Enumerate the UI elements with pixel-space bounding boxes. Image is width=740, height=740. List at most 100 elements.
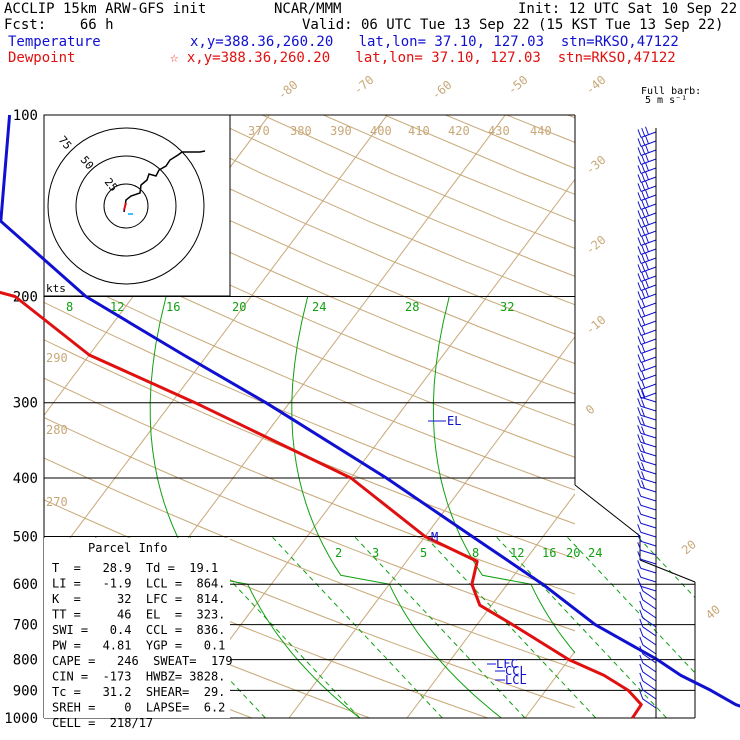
dry-adiabat (44, 160, 575, 395)
mixing-ratio-label: 16 (542, 546, 556, 560)
dewpoint-trace (0, 290, 643, 719)
wind-barb (637, 497, 657, 511)
wind-barb (639, 618, 657, 637)
mixing-ratio-dashed (424, 536, 597, 718)
wind-barb (637, 316, 657, 327)
lcl-marker: LCL (505, 673, 527, 687)
wind-barb (637, 407, 657, 421)
wind-barb (637, 434, 657, 448)
wind-barb (637, 252, 657, 264)
hodograph-units: kts (46, 282, 66, 295)
dry-adiabat (44, 586, 370, 718)
wind-barb (637, 162, 657, 174)
wind-barb (639, 654, 657, 673)
wind-barb (637, 470, 657, 484)
theta-label: 430 (488, 124, 510, 138)
mixing-ratio-label: 8 (66, 300, 73, 314)
isotherm-label: -80 (275, 78, 301, 103)
theta-label: 370 (248, 124, 270, 138)
mixing-ratio-dashed (353, 536, 526, 718)
pressure-label: 400 (13, 471, 38, 487)
isotherm-label: -20 (583, 233, 609, 258)
isotherm-label: -50 (505, 73, 531, 98)
moist-adiabat (291, 296, 502, 718)
mixing-ratio-label: 5 (420, 546, 427, 560)
mixing-ratio-label: 3 (372, 546, 379, 560)
pressure-label: 1000 (4, 711, 38, 727)
isotherm (170, 178, 575, 718)
wind-barb (637, 352, 657, 363)
isotherm-label: 0 (583, 402, 598, 417)
lfc-marker: LFC (496, 657, 518, 671)
mixing-ratio-label: 16 (166, 300, 180, 314)
theta-label: 390 (330, 124, 352, 138)
wind-barb (637, 542, 657, 556)
wind-barb (637, 515, 657, 529)
isotherm (524, 650, 575, 718)
mixing-ratio-label: 8 (472, 546, 479, 560)
theta-label: 290 (46, 351, 68, 365)
pressure-label: 600 (13, 577, 38, 593)
dry-adiabat (44, 229, 575, 458)
wind-barb (639, 681, 657, 700)
dewpoint-location: ☆ x,y=388.36,260.20 lat,lon= 37.10, 127.… (170, 50, 676, 66)
dry-adiabat (44, 301, 575, 525)
wind-barb (637, 533, 657, 547)
wind-barb (637, 135, 657, 147)
mixing-ratio-label: 20 (566, 546, 580, 560)
pressure-label: 300 (13, 396, 38, 412)
wind-barb (637, 325, 657, 336)
parcel-row: SWI = 0.4 CCL = 836. (52, 623, 225, 637)
wind-barb (637, 279, 657, 291)
model-title: ACCLIP 15km ARW-GFS init (4, 1, 207, 17)
wind-barb (637, 261, 657, 273)
dry-adiabat (44, 127, 575, 365)
parcel-row: CIN = -173 HWBZ= 3828. (52, 670, 225, 684)
parcel-info: Parcel Info T = 28.9 Td = 19.1 LI = -1.9 … (44, 538, 233, 730)
isotherm-label: 40 (703, 602, 723, 622)
wind-barb (639, 600, 657, 619)
wind-barb (639, 672, 657, 691)
isotherm-label: -70 (351, 73, 377, 98)
barb-legend-line2: 5 m s⁻¹ (645, 95, 688, 106)
wind-barb (637, 452, 657, 466)
isotherm-label: 20 (679, 537, 699, 557)
isotherm-label: -60 (429, 78, 455, 103)
barb-legend-line1: Full barb: (641, 86, 702, 97)
parcel-info-title: Parcel Info (88, 541, 167, 555)
dry-adiabat (323, 115, 575, 223)
temperature-legend: Temperature (8, 34, 101, 50)
pressure-label: 800 (13, 653, 38, 669)
dry-adiabat (201, 115, 575, 277)
hodograph-trace (123, 150, 206, 213)
wind-barb (637, 288, 657, 300)
wind-barb (637, 225, 657, 237)
wind-barb (637, 298, 657, 309)
wind-barb (637, 479, 657, 493)
wind-barb (637, 198, 657, 210)
dewpoint-legend: Dewpoint (8, 50, 76, 66)
mixing-ratio-dashed (495, 536, 667, 718)
wind-barb (637, 379, 657, 390)
wind-barb (637, 443, 657, 457)
wind-barb (637, 189, 657, 201)
pressure-label: 200 (13, 290, 38, 306)
theta-label: 420 (448, 124, 470, 138)
mixing-ratio-label: 28 (405, 300, 419, 314)
wind-barb (639, 636, 657, 655)
wind-barb (639, 591, 657, 610)
dry-adiabat (44, 416, 575, 632)
wind-barb (637, 334, 657, 345)
wind-barb (637, 243, 657, 255)
wind-barb (637, 524, 657, 538)
wind-barb (637, 270, 657, 282)
parcel-row: LI = -1.9 LCL = 864. (52, 577, 225, 591)
isotherm (288, 335, 575, 718)
mixing-ratio-dashed (637, 536, 695, 718)
dry-adiabat (44, 339, 575, 560)
mixing-ratio-label: 32 (500, 300, 514, 314)
wind-barb (637, 370, 657, 381)
pressure-label: 100 (13, 108, 38, 124)
dry-adiabat (567, 115, 575, 119)
dry-adiabat (44, 194, 575, 426)
